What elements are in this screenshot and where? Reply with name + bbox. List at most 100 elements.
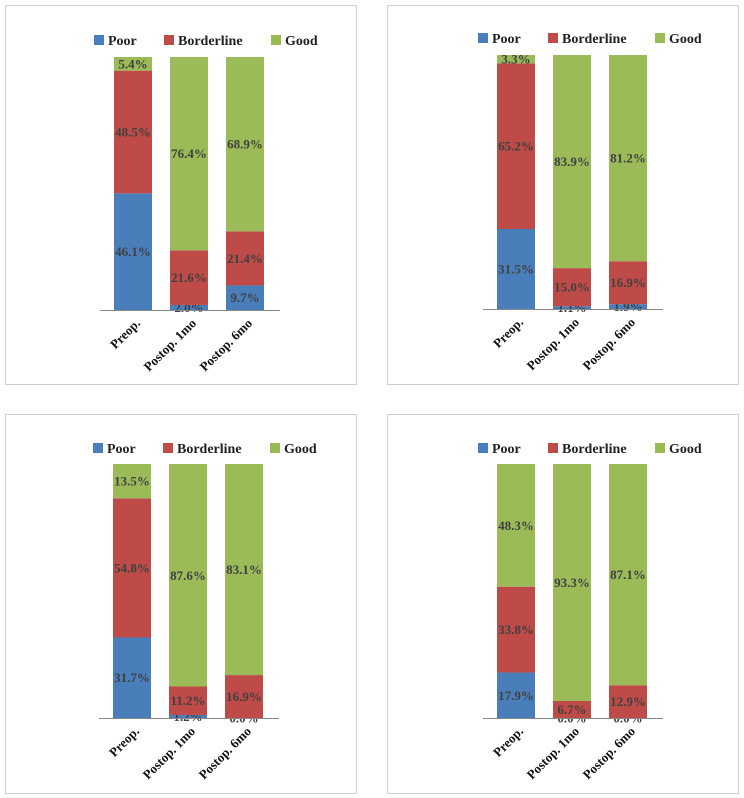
data-label-good-postop-6mo: 81.2% xyxy=(610,151,646,166)
data-label-good-preop: 5.4% xyxy=(118,56,147,71)
bar-borderline-postop-1mo xyxy=(170,250,208,305)
data-label-borderline-preop: 48.5% xyxy=(115,125,151,140)
bar-borderline-preop xyxy=(113,498,151,638)
chart-1: Poor Borderline Good46.1%48.5%5.4%Preop.2.… xyxy=(94,34,318,374)
legend-swatch-borderline xyxy=(164,35,174,45)
legend-swatch-good xyxy=(270,443,280,453)
data-label-good-postop-6mo: 83.1% xyxy=(226,562,262,577)
bar-borderline-preop xyxy=(114,70,152,194)
bar-poor-preop xyxy=(113,637,151,718)
bar-borderline-postop-6mo xyxy=(609,261,647,305)
data-label-good-preop: 3.3% xyxy=(501,52,530,67)
legend-swatch-poor xyxy=(478,33,488,43)
data-label-borderline-postop-1mo: 15.0% xyxy=(554,280,590,295)
bar-borderline-preop xyxy=(497,63,535,229)
data-label-borderline-postop-6mo: 21.4% xyxy=(227,251,263,266)
legend-swatch-poor xyxy=(93,443,103,453)
bar-borderline-postop-1mo xyxy=(553,700,591,718)
bar-poor-preop xyxy=(497,228,535,309)
bar-poor-postop-1mo xyxy=(170,304,208,310)
bar-borderline-postop-1mo xyxy=(169,686,207,715)
tick-label-preop: Preop. xyxy=(107,316,143,352)
legend-label-good: Good xyxy=(669,32,702,47)
data-label-poor-preop: 31.5% xyxy=(498,261,534,276)
bar-poor-postop-1mo xyxy=(169,714,207,718)
bar-borderline-postop-1mo xyxy=(553,268,591,307)
tick-label-postop-1mo: Postop. 1mo xyxy=(141,316,200,375)
data-label-borderline-postop-6mo: 16.9% xyxy=(610,275,646,290)
chart-2: Poor Borderline Good31.5%65.2%3.3%Preop.1.… xyxy=(478,32,702,373)
bar-good-preop xyxy=(114,57,152,71)
chart-3: Poor Borderline Good 31.7% 54.8% 13.5% Preop. 1… xyxy=(93,442,317,782)
data-label-borderline-preop: 33.8% xyxy=(498,622,534,637)
legend-label-poor: Poor xyxy=(108,34,137,49)
data-label-borderline-postop-1mo: 6.7% xyxy=(557,702,586,717)
legend-label-good: Good xyxy=(669,442,702,457)
legend-swatch-good xyxy=(271,35,281,45)
tick-label-postop-6mo: Postop. 6mo xyxy=(197,316,256,375)
tick-label-preop: Preop. xyxy=(490,724,526,760)
data-label-borderline-postop-6mo: 12.9% xyxy=(610,694,646,709)
tick-label-postop-6mo: Postop. 6mo xyxy=(580,724,639,783)
bar-borderline-postop-6mo xyxy=(226,231,264,286)
legend-label-borderline: Borderline xyxy=(562,32,627,47)
bar-good-preop xyxy=(497,464,535,587)
data-label-good-postop-1mo: 87.6% xyxy=(170,568,206,583)
legend-label-poor: Poor xyxy=(492,442,521,457)
tick-label-postop-1mo: Postop. 1mo xyxy=(140,724,199,783)
bar-good-postop-1mo xyxy=(169,464,207,687)
legend-label-poor: Poor xyxy=(492,32,521,47)
bar-good-postop-6mo xyxy=(609,464,647,686)
data-label-good-postop-6mo: 68.9% xyxy=(227,137,263,152)
chart-4: PoorBorderlineGood17.9%33.8%48.3%Preop.0… xyxy=(478,442,702,782)
legend-label-good: Good xyxy=(284,442,317,457)
bar-borderline-postop-6mo xyxy=(609,685,647,718)
data-label-good-postop-6mo: 87.1% xyxy=(610,567,646,582)
legend-swatch-poor xyxy=(94,35,104,45)
bar-good-preop xyxy=(113,464,151,499)
legend-label-borderline: Borderline xyxy=(178,34,243,49)
legend-label-good: Good xyxy=(285,34,318,49)
legend-swatch-good xyxy=(655,443,665,453)
legend-label-borderline: Borderline xyxy=(562,442,627,457)
data-label-poor-preop: 31.7% xyxy=(114,670,150,685)
data-label-borderline-preop: 54.8% xyxy=(114,560,150,575)
bar-poor-postop-6mo xyxy=(609,304,647,309)
bar-good-postop-6mo xyxy=(226,57,264,232)
bar-poor-preop xyxy=(114,193,152,310)
legend-swatch-poor xyxy=(478,443,488,453)
legend-swatch-borderline xyxy=(548,33,558,43)
data-label-borderline-postop-1mo: 11.2% xyxy=(170,693,205,708)
data-label-borderline-postop-6mo: 16.9% xyxy=(226,689,262,704)
data-label-borderline-postop-1mo: 21.6% xyxy=(171,270,207,285)
bar-good-preop xyxy=(497,55,535,64)
tick-label-postop-1mo: Postop. 1mo xyxy=(524,315,583,374)
bar-good-postop-1mo xyxy=(170,57,208,251)
legend-swatch-borderline xyxy=(548,443,558,453)
data-label-good-postop-1mo: 83.9% xyxy=(554,154,590,169)
legend-swatch-good xyxy=(655,33,665,43)
tick-label-postop-1mo: Postop. 1mo xyxy=(524,724,583,783)
legend-swatch-borderline xyxy=(163,443,173,453)
data-label-poor-preop: 46.1% xyxy=(115,244,151,259)
data-label-borderline-preop: 65.2% xyxy=(498,139,534,154)
bar-good-postop-6mo xyxy=(225,464,263,676)
tick-label-postop-6mo: Postop. 6mo xyxy=(580,315,639,374)
data-label-good-postop-1mo: 93.3% xyxy=(554,575,590,590)
bar-poor-postop-6mo xyxy=(226,285,264,310)
bar-borderline-preop xyxy=(497,586,535,673)
data-label-good-preop: 13.5% xyxy=(114,474,150,489)
tick-label-preop: Preop. xyxy=(106,724,142,760)
data-label-good-postop-1mo: 76.4% xyxy=(171,146,207,161)
bar-good-postop-1mo xyxy=(553,55,591,269)
bar-borderline-postop-6mo xyxy=(225,675,263,718)
bar-poor-preop xyxy=(497,672,535,718)
data-label-poor-preop: 17.9% xyxy=(498,688,534,703)
data-label-good-preop: 48.3% xyxy=(498,518,534,533)
tick-label-preop: Preop. xyxy=(490,315,526,351)
bar-poor-postop-1mo xyxy=(553,306,591,309)
bar-good-postop-1mo xyxy=(553,464,591,701)
tick-label-postop-6mo: Postop. 6mo xyxy=(196,724,255,783)
data-label-poor-postop-6mo: 9.7% xyxy=(230,290,259,305)
